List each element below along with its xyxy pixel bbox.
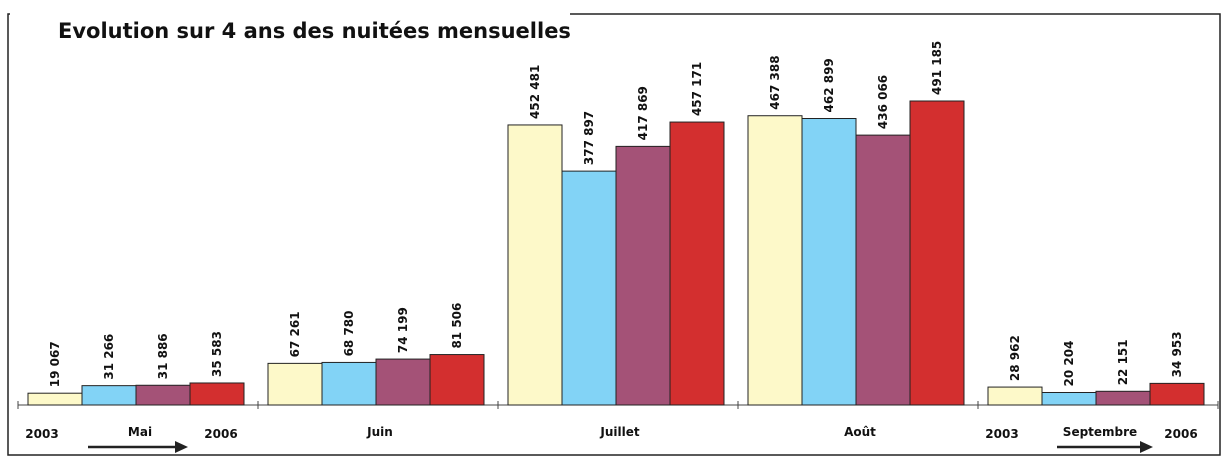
x-tick-label: Septembre xyxy=(1063,425,1137,439)
value-label: 74 199 xyxy=(396,307,410,353)
arrows xyxy=(88,441,1153,453)
value-label: 491 185 xyxy=(930,41,944,95)
bar xyxy=(267,362,323,406)
x-tick-label: Mai xyxy=(128,425,152,439)
title-box xyxy=(10,4,570,42)
bar xyxy=(135,384,191,406)
bar xyxy=(1041,391,1097,406)
value-label: 436 066 xyxy=(876,75,890,129)
bar xyxy=(507,124,563,406)
bar xyxy=(1095,390,1151,406)
bar xyxy=(801,118,857,406)
value-label: 68 780 xyxy=(342,310,356,356)
bar xyxy=(27,392,83,406)
value-label: 452 481 xyxy=(528,65,542,119)
value-label: 28 962 xyxy=(1008,335,1022,381)
value-label: 457 171 xyxy=(690,62,704,116)
bar xyxy=(81,385,137,406)
value-label: 22 151 xyxy=(1116,339,1130,385)
range-label: 2006 xyxy=(1164,427,1197,441)
range-label: 2003 xyxy=(25,427,58,441)
value-label: 20 204 xyxy=(1062,341,1076,387)
value-label: 34 953 xyxy=(1170,331,1184,377)
x-tick-label: Juin xyxy=(366,425,393,439)
bar xyxy=(987,386,1043,406)
value-label: 35 583 xyxy=(210,331,224,377)
value-label: 31 266 xyxy=(102,334,116,380)
value-label: 31 886 xyxy=(156,333,170,379)
value-label: 467 388 xyxy=(768,55,782,109)
value-label: 19 067 xyxy=(48,341,62,387)
value-label: 417 869 xyxy=(636,86,650,140)
bar xyxy=(321,361,377,406)
value-label: 377 897 xyxy=(582,111,596,165)
range-label: 2006 xyxy=(204,427,237,441)
bar xyxy=(747,115,803,406)
bar xyxy=(669,121,725,406)
range-label: 2003 xyxy=(985,427,1018,441)
bar xyxy=(855,134,911,406)
value-label: 81 506 xyxy=(450,303,464,349)
bar xyxy=(375,358,431,406)
chart-title: Evolution sur 4 ans des nuitées mensuell… xyxy=(58,19,571,43)
value-label: 67 261 xyxy=(288,311,302,357)
bar xyxy=(909,100,965,406)
bar xyxy=(615,145,671,406)
value-label: 462 899 xyxy=(822,58,836,112)
bar xyxy=(429,354,485,406)
x-tick-label: Août xyxy=(844,425,876,439)
bar xyxy=(1149,382,1205,406)
x-tick-label: Juillet xyxy=(599,425,639,439)
bar xyxy=(189,382,245,406)
bar xyxy=(561,170,617,406)
